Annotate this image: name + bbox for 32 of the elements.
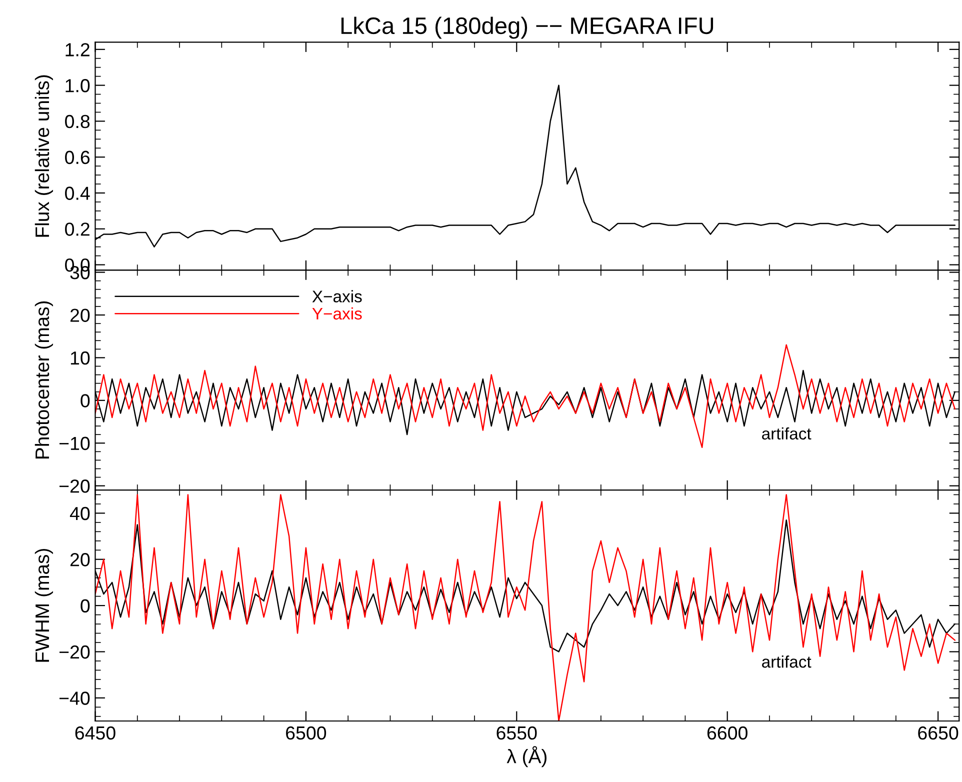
annotation: artifact — [762, 656, 812, 668]
y-tick-label: 0.4 — [65, 186, 90, 200]
y-axis-title: Flux (relative units) — [34, 75, 54, 237]
y-tick-label: 0 — [80, 394, 90, 408]
y-tick-label: 20 — [70, 553, 90, 566]
y-tick-label: 0.6 — [65, 150, 90, 164]
text: Y−axis — [312, 307, 362, 320]
x-tick-label: 6600 — [707, 726, 748, 740]
line-series — [95, 494, 956, 722]
y-tick-label: 1.0 — [66, 79, 90, 92]
line-series — [95, 344, 956, 448]
y-tick-label: −20 — [60, 480, 90, 493]
y-tick-label: 0 — [80, 599, 90, 613]
y-tick-label: −10 — [60, 436, 90, 450]
y-tick-label: 0.8 — [65, 114, 90, 128]
text: X−axis — [312, 290, 362, 302]
y-tick-label: 10 — [70, 351, 90, 365]
x-tick-label: 6450 — [75, 726, 116, 740]
y-tick-label: 20 — [70, 308, 90, 322]
y-axis-title: Photocenter (mas) — [34, 301, 54, 458]
y-tick-label: −20 — [60, 645, 90, 659]
y-tick-label: 40 — [70, 506, 90, 520]
x-tick-label: 6650 — [918, 726, 958, 740]
y-tick-label: −40 — [60, 692, 90, 705]
y-tick-label: 1.2 — [66, 43, 90, 56]
y-tick-label: 0.2 — [65, 222, 90, 236]
annotation: artifact — [762, 427, 812, 440]
x-tick-label: 6500 — [286, 726, 326, 740]
x-tick-label: 6550 — [496, 726, 537, 740]
x-axis-title: λ (Å) — [506, 746, 546, 768]
y-axis-title: FWHM (mas) — [34, 548, 54, 662]
chart-title: LkCa 15 (180deg) −− MEGARA IFU — [341, 16, 714, 39]
